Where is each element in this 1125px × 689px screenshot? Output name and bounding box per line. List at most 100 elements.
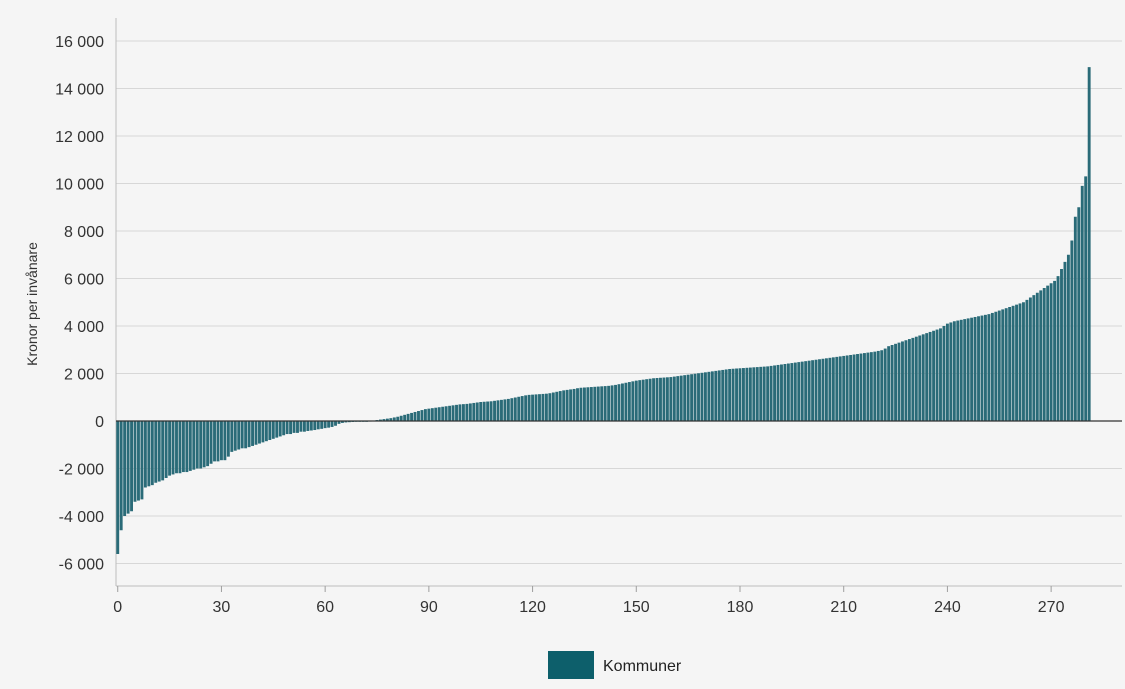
bar [918, 335, 922, 421]
bar [669, 377, 673, 421]
bar [939, 328, 942, 422]
bar [451, 405, 455, 421]
bar [863, 353, 866, 421]
bar [1070, 240, 1074, 421]
bar [254, 421, 258, 445]
bar [437, 407, 441, 421]
bar [814, 359, 818, 421]
bar [244, 421, 248, 449]
bar [890, 345, 894, 421]
bar [130, 421, 133, 512]
bar [157, 421, 161, 482]
bar [966, 318, 970, 421]
bar [769, 365, 773, 421]
bar [686, 374, 690, 421]
bar [582, 387, 586, 421]
bar [759, 366, 763, 421]
bar [703, 372, 707, 421]
bar [728, 368, 732, 421]
y-tick-label: 6 000 [64, 272, 104, 289]
legend: Kommuner [548, 651, 682, 679]
grid-lines [116, 40, 1122, 564]
bar [213, 421, 216, 462]
bar [894, 343, 898, 421]
bar [776, 364, 780, 421]
bar [790, 363, 794, 421]
bar [610, 385, 614, 422]
bar [997, 310, 1001, 421]
bar [385, 418, 389, 422]
bar [562, 390, 566, 421]
bar [555, 391, 559, 421]
bar [659, 377, 662, 421]
bar [818, 359, 821, 421]
bar [282, 421, 286, 436]
bar [268, 421, 272, 440]
bar [544, 393, 548, 421]
bar [949, 322, 953, 421]
bar [500, 399, 503, 421]
bar [1066, 254, 1070, 421]
bar [323, 421, 327, 429]
bar [538, 394, 541, 421]
bar [714, 370, 718, 421]
x-tick-label: 0 [113, 599, 122, 616]
bar [1073, 216, 1077, 421]
bar [645, 379, 649, 421]
bar [807, 360, 811, 421]
bar [192, 421, 196, 470]
bar [389, 418, 393, 421]
bar [735, 368, 738, 421]
bar [486, 401, 490, 421]
bar [1032, 295, 1036, 422]
bars [116, 67, 1091, 554]
y-tick-label: -4 000 [59, 509, 104, 526]
bar [434, 407, 438, 421]
bar [489, 401, 493, 421]
bar [520, 396, 524, 421]
x-tick-label: 120 [519, 599, 546, 616]
bar [752, 367, 756, 421]
bar [638, 380, 642, 421]
bar [558, 391, 562, 421]
bar [797, 362, 801, 421]
x-tick-label: 270 [1038, 599, 1065, 616]
bar [641, 379, 645, 421]
bar [973, 316, 977, 421]
bar [866, 352, 870, 421]
bar [579, 387, 583, 421]
bar [603, 386, 607, 421]
bar [482, 401, 486, 421]
bar [665, 377, 669, 421]
bar [1056, 276, 1060, 422]
bar [344, 421, 348, 423]
bar [448, 405, 452, 421]
bar [963, 319, 967, 421]
bar [1018, 303, 1022, 421]
y-tick-label: 4 000 [64, 319, 104, 336]
y-tick-label: 16 000 [55, 34, 104, 51]
bar [455, 404, 458, 421]
bar [164, 421, 168, 478]
bar [880, 350, 884, 421]
bar [534, 394, 538, 421]
bar [379, 419, 382, 421]
bar [340, 421, 344, 423]
bar [420, 410, 424, 421]
bar [648, 378, 652, 421]
bar [382, 419, 386, 421]
bar [493, 400, 496, 421]
legend-swatch-kommuner [548, 651, 594, 679]
bar [551, 392, 555, 421]
bar [430, 408, 434, 421]
bar [693, 373, 697, 421]
bar [800, 361, 804, 422]
bar [392, 417, 396, 421]
bar [423, 409, 427, 422]
bar [399, 415, 403, 421]
bar [1060, 269, 1063, 421]
bar [901, 341, 904, 421]
bar [593, 386, 597, 421]
bar [959, 319, 963, 421]
x-tick-label: 210 [830, 599, 857, 616]
